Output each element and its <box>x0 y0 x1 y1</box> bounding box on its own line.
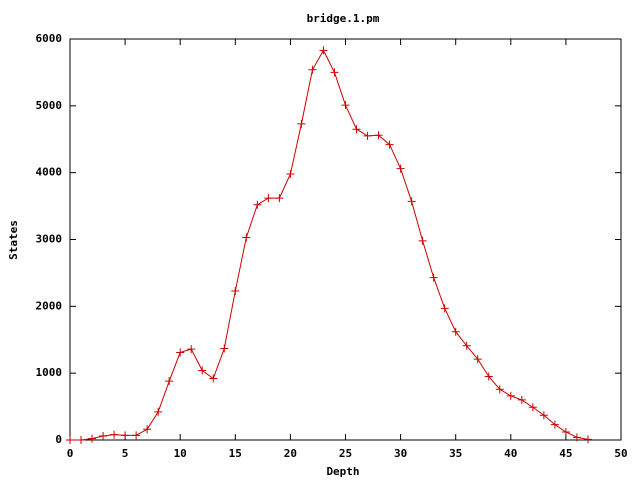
data-point <box>440 304 449 313</box>
data-point <box>264 194 273 203</box>
y-tick-label: 5000 <box>36 99 63 112</box>
chart-title: bridge.1.pm <box>307 12 380 25</box>
data-point <box>363 131 372 140</box>
data-point <box>99 431 108 440</box>
x-tick-label: 45 <box>559 447 572 460</box>
data-point <box>132 431 141 440</box>
x-tick-label: 20 <box>284 447 297 460</box>
data-point <box>374 131 383 140</box>
data-point <box>572 433 581 442</box>
x-tick-label: 0 <box>67 447 74 460</box>
data-point <box>187 345 196 354</box>
y-tick-label: 3000 <box>36 233 63 246</box>
x-tick-label: 15 <box>229 447 242 460</box>
data-point <box>506 391 515 400</box>
data-point <box>407 197 416 206</box>
data-point <box>286 170 295 179</box>
data-point <box>88 434 97 443</box>
data-point <box>517 395 526 404</box>
data-point <box>418 236 427 245</box>
x-tick-label: 30 <box>394 447 407 460</box>
y-axis-label: States <box>7 220 20 260</box>
x-tick-label: 35 <box>449 447 462 460</box>
data-line <box>70 49 589 441</box>
data-point <box>473 355 482 364</box>
data-point <box>396 164 405 173</box>
data-point <box>308 65 317 74</box>
data-point <box>330 68 339 77</box>
x-tick-label: 50 <box>614 447 627 460</box>
y-tick-label: 2000 <box>36 299 63 312</box>
x-tick-label: 25 <box>339 447 352 460</box>
data-point <box>242 233 251 242</box>
data-point <box>528 403 537 412</box>
data-point <box>220 344 229 353</box>
y-tick-label: 1000 <box>36 366 63 379</box>
data-point <box>165 377 174 386</box>
data-point <box>352 125 361 134</box>
data-point <box>253 200 262 209</box>
data-point <box>297 119 306 128</box>
data-point <box>143 425 152 434</box>
data-point <box>495 385 504 394</box>
x-axis-label: Depth <box>326 465 359 478</box>
x-tick-label: 5 <box>122 447 129 460</box>
data-point <box>154 407 163 416</box>
data-point <box>110 430 119 439</box>
data-point <box>341 101 350 110</box>
data-point <box>561 427 570 436</box>
data-point <box>319 46 328 55</box>
x-tick-label: 40 <box>504 447 517 460</box>
data-point <box>550 420 559 429</box>
data-point <box>462 341 471 350</box>
data-point <box>385 140 394 149</box>
y-tick-label: 4000 <box>36 166 63 179</box>
data-point <box>429 273 438 282</box>
data-point <box>77 436 86 444</box>
data-point <box>66 436 74 444</box>
y-tick-label: 0 <box>55 433 62 446</box>
data-point <box>198 366 207 375</box>
data-point <box>231 286 240 295</box>
data-point <box>209 374 218 383</box>
data-point <box>176 348 185 357</box>
data-point <box>539 411 548 420</box>
x-tick-label: 10 <box>174 447 187 460</box>
data-point <box>121 431 130 440</box>
data-point <box>275 194 284 203</box>
data-point <box>583 435 592 444</box>
data-point <box>451 327 460 336</box>
y-tick-label: 6000 <box>36 32 63 45</box>
data-point <box>484 372 493 381</box>
